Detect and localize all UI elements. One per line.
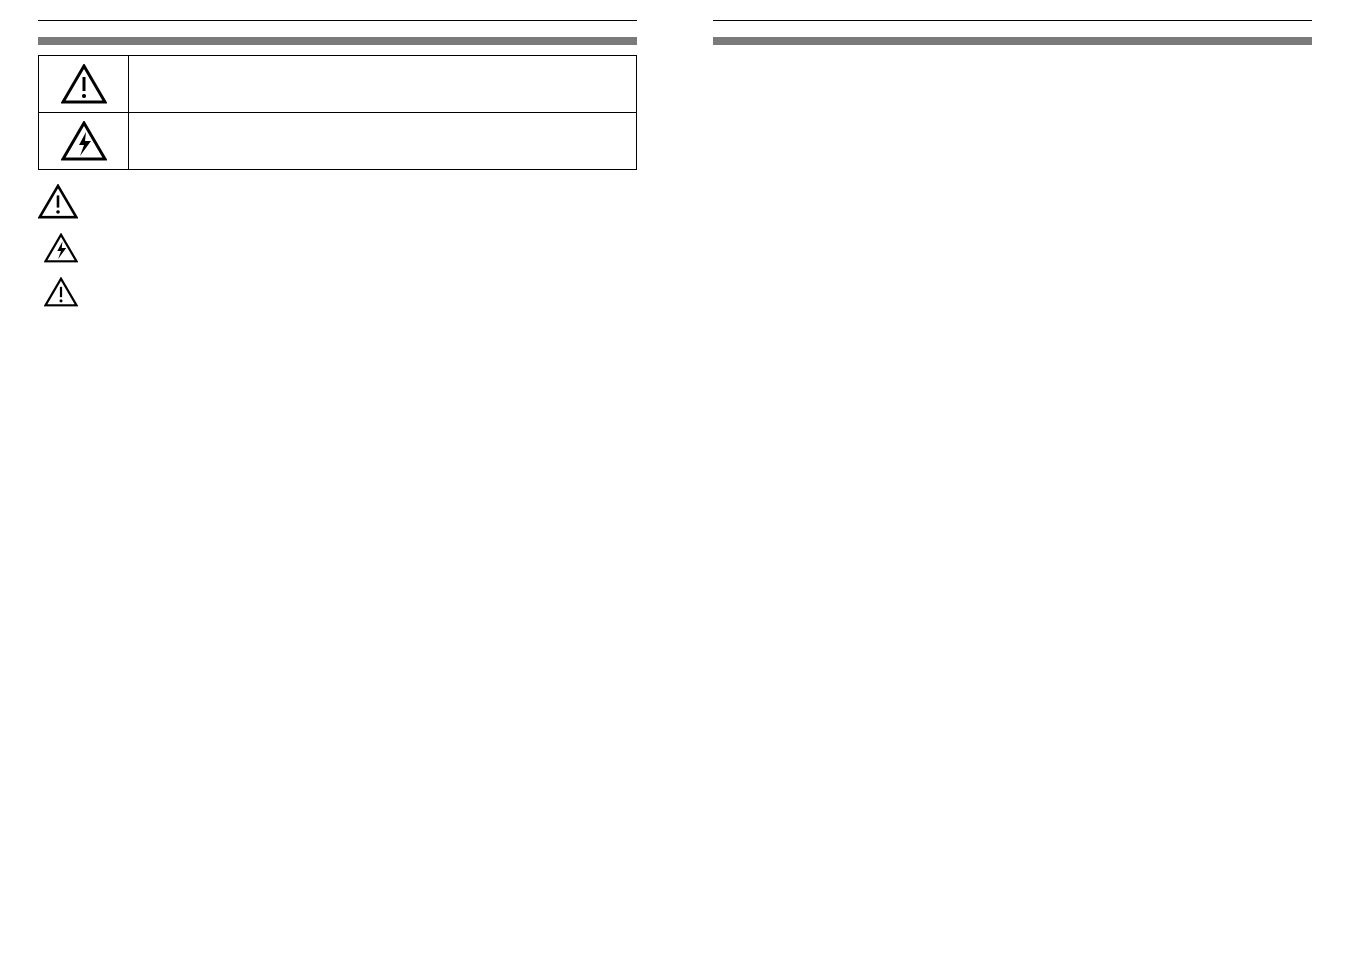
shock-icon [44,233,78,263]
section-bar-safety [38,37,637,45]
warning-icon [38,184,78,219]
shock-icon [61,121,107,161]
table-row [39,113,637,170]
symbols-table [38,55,637,170]
disposal-heading [38,277,637,307]
shock-label [129,113,637,170]
section-bar-warranty [713,37,1312,45]
warning-label [129,56,637,113]
header [38,18,637,21]
warning-icon-cell [39,56,129,113]
page-right [675,0,1350,345]
warning-icon [44,277,78,307]
header [713,18,1312,21]
page-left [0,0,675,345]
table-row [39,56,637,113]
warning-icon [61,64,107,104]
shock-icon-cell [39,113,129,170]
standalone-warning-icon [38,184,637,219]
shock-risk-heading [38,233,637,263]
